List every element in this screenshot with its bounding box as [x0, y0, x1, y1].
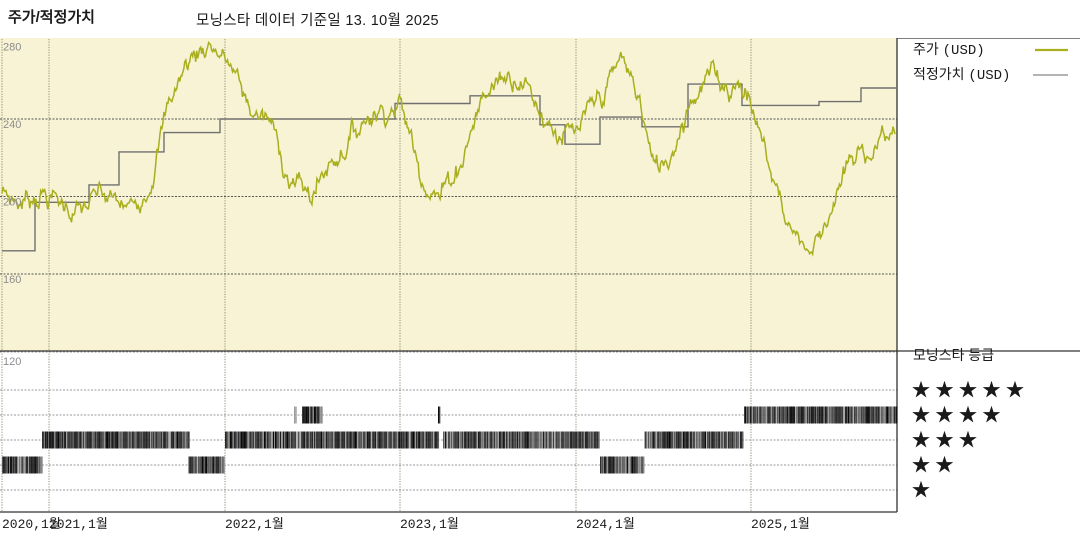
svg-text:2022,1월: 2022,1월	[225, 516, 284, 532]
svg-text:적정가치 (USD): 적정가치 (USD)	[913, 66, 1010, 84]
svg-text:160: 160	[3, 274, 21, 286]
svg-text:200: 200	[3, 197, 21, 209]
svg-text:280: 280	[3, 42, 21, 54]
svg-text:2023,1월: 2023,1월	[400, 516, 459, 532]
svg-text:240: 240	[3, 119, 21, 131]
svg-text:2021,1월: 2021,1월	[49, 516, 108, 532]
svg-text:2024,1월: 2024,1월	[576, 516, 635, 532]
svg-text:120: 120	[3, 356, 21, 368]
svg-text:2025,1월: 2025,1월	[751, 516, 810, 532]
svg-text:주가 (USD): 주가 (USD)	[913, 41, 985, 59]
svg-text:모닝스타 등급: 모닝스타 등급	[913, 347, 994, 363]
